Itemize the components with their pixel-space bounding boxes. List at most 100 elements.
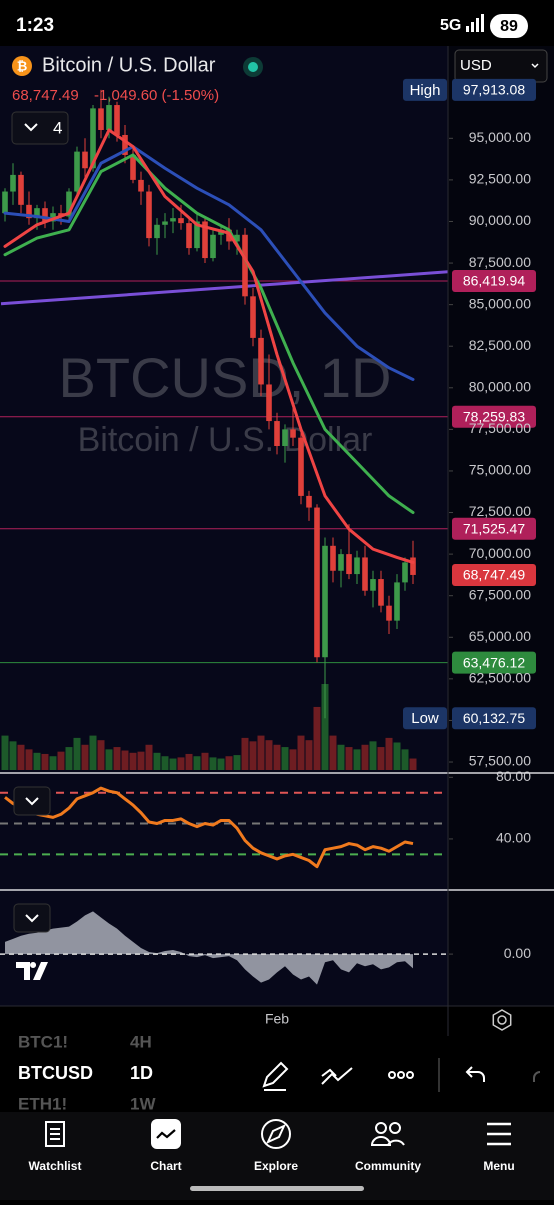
candle-body [378, 579, 384, 606]
moving-average [3, 128, 415, 564]
battery-level: 89 [500, 18, 518, 35]
y-tick-label: 75,000.00 [469, 462, 531, 478]
volume-bar [121, 750, 129, 770]
nav-label[interactable]: Menu [483, 1159, 514, 1173]
volume-bar [401, 749, 409, 770]
high-marker-tag [403, 78, 447, 101]
nav-label[interactable]: Community [355, 1159, 421, 1173]
price-tag [452, 405, 536, 428]
candle-body [242, 234, 248, 297]
rsi-pane [0, 786, 448, 869]
candle-body [362, 557, 368, 591]
volume-bar [201, 752, 209, 770]
redo[interactable] [533, 1071, 541, 1082]
volume-bar [153, 752, 161, 770]
more-tools[interactable] [388, 1071, 414, 1079]
volume-bar [377, 747, 385, 770]
last-price-tag [452, 563, 536, 586]
symbol-option[interactable]: BTC1! [18, 1032, 68, 1051]
candle-body [146, 191, 152, 239]
settings-icon[interactable] [497, 1015, 507, 1025]
watermark-name: Bitcoin / U.S. Dollar [78, 421, 373, 459]
candle-body [34, 208, 40, 219]
volume-bar [209, 757, 217, 770]
candle-body [386, 605, 392, 621]
price-tag [452, 517, 536, 540]
explore-glyph [265, 1123, 287, 1145]
line-tool[interactable] [321, 1067, 353, 1085]
interval-selected[interactable]: 1D [130, 1063, 153, 1083]
chart-icon[interactable] [151, 1119, 181, 1149]
symbol-title[interactable]: Bitcoin / U.S. Dollar [42, 54, 216, 76]
watchlist-icon[interactable] [45, 1121, 65, 1147]
y-tick-label: 80,000.00 [469, 378, 531, 394]
candle-body [282, 429, 288, 447]
candle-body [346, 554, 352, 575]
interval-option[interactable]: 1W [130, 1094, 156, 1113]
plot-background [0, 46, 448, 1006]
last-price-label: 68,747.49 [463, 567, 525, 583]
bitcoin-icon [12, 56, 32, 76]
candle-body [394, 582, 400, 621]
y-tick-label: 70,000.00 [469, 545, 531, 561]
nav-label[interactable]: Explore [254, 1159, 298, 1173]
y-tick-label: 77,500.00 [469, 420, 531, 436]
community-icon[interactable] [370, 1122, 405, 1146]
explore-icon[interactable] [261, 1119, 291, 1149]
watermark-symbol: BTCUSD, 1D [59, 346, 392, 409]
pane-toggle[interactable] [13, 786, 51, 816]
y-tick-label: 65,000.00 [469, 628, 531, 644]
low-marker-label: 60,132.75 [463, 710, 525, 726]
y-tick-label: 82,500.00 [469, 337, 531, 353]
pane-toggle[interactable] [13, 903, 51, 933]
symbol-selected[interactable]: BTCUSD [18, 1063, 93, 1083]
volume-bar [177, 757, 185, 770]
candle-body [314, 507, 320, 658]
volume-bar [113, 747, 121, 770]
nav-label[interactable]: Watchlist [29, 1159, 82, 1173]
y-tick-label: 87,500.00 [469, 254, 531, 270]
volume-bar [49, 756, 57, 770]
bitcoin-glyph: ₿ [17, 58, 28, 73]
volume-bar [65, 747, 73, 770]
nav-label[interactable]: Chart [150, 1159, 181, 1173]
volume-bar [361, 744, 369, 770]
candle-body [138, 179, 144, 192]
status-time: 1:23 [16, 15, 54, 36]
menu-icon[interactable] [487, 1122, 511, 1146]
draw-tool[interactable] [262, 1061, 289, 1091]
indicator-count: 4 [53, 118, 62, 137]
volume-bar [385, 737, 393, 770]
price-tag-label: 86,419.94 [463, 273, 525, 289]
high-marker-value-tag [452, 78, 536, 101]
volume-bar [193, 756, 201, 770]
indicator-toggle[interactable] [11, 111, 69, 145]
toolbar [0, 1036, 554, 1112]
market-status-dot [248, 62, 258, 72]
candle-body [26, 204, 32, 219]
volume-bar [233, 755, 241, 770]
moving-average [3, 145, 415, 381]
y-tick-label: 90,000.00 [469, 212, 531, 228]
volume-bar [321, 684, 329, 770]
candle-body [66, 191, 72, 217]
candle-body [82, 151, 88, 169]
volume-bar [17, 744, 25, 770]
volume-bar [145, 744, 153, 770]
volume-bar [25, 749, 33, 770]
settings-hex [492, 1009, 512, 1031]
battery-icon [490, 14, 528, 38]
interval-option[interactable]: 4H [130, 1032, 152, 1051]
volume-bar [249, 741, 257, 770]
price-tag-label: 63,476.12 [463, 654, 525, 670]
candle-body [186, 223, 192, 249]
symbol-option[interactable]: ETH1! [18, 1094, 67, 1113]
candle-body [114, 105, 120, 135]
volume-bar [329, 735, 337, 770]
candle-body [74, 151, 80, 192]
candle-body [178, 218, 184, 224]
candle-body [410, 557, 416, 575]
volume-bar [337, 744, 345, 770]
undo[interactable] [465, 1066, 485, 1082]
candle-body [194, 221, 200, 249]
